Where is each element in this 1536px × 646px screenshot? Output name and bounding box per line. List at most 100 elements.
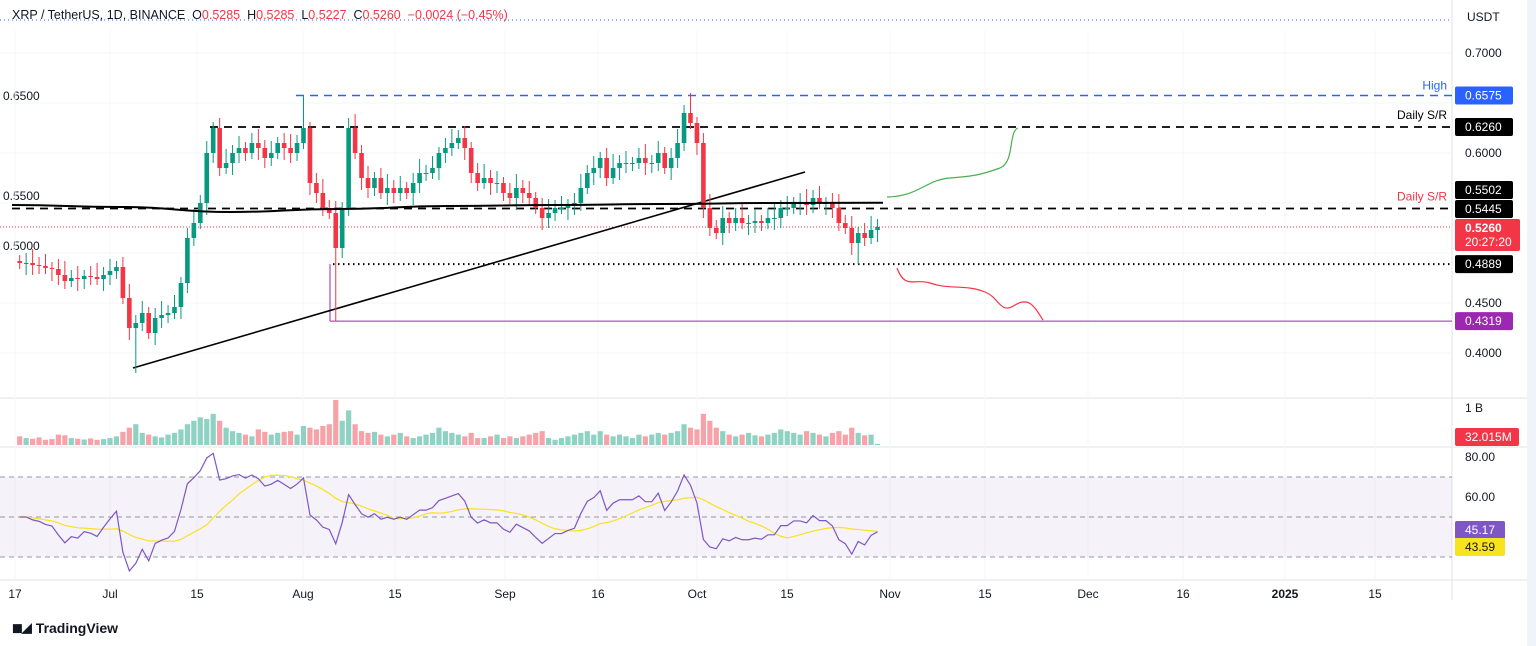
candle-body[interactable] xyxy=(662,153,667,168)
candle-body[interactable] xyxy=(281,143,287,148)
candle-body[interactable] xyxy=(520,188,526,193)
candle-body[interactable] xyxy=(294,143,300,153)
candle-body[interactable] xyxy=(817,198,822,203)
candle-body[interactable] xyxy=(591,168,597,173)
tradingview-logo[interactable]: ◼◢ TradingView xyxy=(12,620,118,636)
candle-body[interactable] xyxy=(230,153,235,163)
candle-body[interactable] xyxy=(275,143,280,153)
candle-body[interactable] xyxy=(694,123,700,143)
candle-body[interactable] xyxy=(146,313,151,333)
candle-body[interactable] xyxy=(778,208,784,218)
candle-body[interactable] xyxy=(23,263,29,264)
candle-body[interactable] xyxy=(365,178,371,188)
candle-body[interactable] xyxy=(868,230,874,238)
candle-body[interactable] xyxy=(268,153,274,158)
candle-body[interactable] xyxy=(875,227,880,230)
ma200-line[interactable] xyxy=(11,201,884,214)
candle-body[interactable] xyxy=(210,128,216,153)
candle-body[interactable] xyxy=(320,193,326,208)
candle-body[interactable] xyxy=(243,148,248,153)
currency-label[interactable]: USDT xyxy=(1467,10,1500,24)
candle-body[interactable] xyxy=(759,221,764,223)
candle-body[interactable] xyxy=(152,318,158,333)
candle-body[interactable] xyxy=(701,143,706,208)
candle-body[interactable] xyxy=(417,173,422,183)
candle-body[interactable] xyxy=(404,188,409,193)
candle-body[interactable] xyxy=(185,238,190,283)
candle-body[interactable] xyxy=(75,278,81,279)
candle-body[interactable] xyxy=(552,208,558,213)
candle-body[interactable] xyxy=(198,203,203,223)
candle-body[interactable] xyxy=(94,277,100,279)
candle-body[interactable] xyxy=(733,218,738,223)
candle-body[interactable] xyxy=(739,218,745,223)
candle-body[interactable] xyxy=(746,223,751,224)
candle-body[interactable] xyxy=(333,213,339,248)
candle-body[interactable] xyxy=(307,128,313,183)
candle-body[interactable] xyxy=(410,183,416,193)
candle-body[interactable] xyxy=(101,275,106,279)
candle-body[interactable] xyxy=(617,163,622,168)
candle-body[interactable] xyxy=(172,307,177,313)
candle-body[interactable] xyxy=(17,261,22,263)
candle-body[interactable] xyxy=(423,173,429,174)
candle-body[interactable] xyxy=(804,203,809,205)
candle-body[interactable] xyxy=(139,313,145,323)
candle-body[interactable] xyxy=(236,148,242,153)
candle-body[interactable] xyxy=(578,188,584,203)
candle-body[interactable] xyxy=(849,228,855,243)
symbol-name[interactable]: XRP / TetherUS, 1D, BINANCE xyxy=(12,8,186,22)
candle-body[interactable] xyxy=(56,269,61,275)
candle-body[interactable] xyxy=(481,178,487,183)
candle-body[interactable] xyxy=(752,221,758,223)
candle-body[interactable] xyxy=(475,173,480,183)
candle-body[interactable] xyxy=(791,203,796,208)
candle-body[interactable] xyxy=(507,193,513,198)
candle-body[interactable] xyxy=(623,163,629,164)
candle-body[interactable] xyxy=(784,208,790,209)
candle-body[interactable] xyxy=(327,208,332,213)
candle-body[interactable] xyxy=(494,183,500,184)
candle-body[interactable] xyxy=(488,178,493,183)
candle-body[interactable] xyxy=(462,138,468,148)
candle-body[interactable] xyxy=(526,193,532,198)
candle-body[interactable] xyxy=(714,228,719,233)
candle-body[interactable] xyxy=(443,148,448,153)
candle-body[interactable] xyxy=(514,188,519,198)
candle-body[interactable] xyxy=(468,148,474,173)
candle-body[interactable] xyxy=(81,276,87,279)
candle-body[interactable] xyxy=(862,233,867,238)
candle-body[interactable] xyxy=(30,263,35,265)
candle-body[interactable] xyxy=(36,265,42,266)
candle-body[interactable] xyxy=(630,163,635,164)
candle-body[interactable] xyxy=(223,163,229,168)
candle-body[interactable] xyxy=(533,198,538,208)
candle-body[interactable] xyxy=(165,313,171,315)
candle-body[interactable] xyxy=(681,113,687,143)
candle-body[interactable] xyxy=(668,158,674,168)
candle-body[interactable] xyxy=(636,158,642,163)
candle-body[interactable] xyxy=(114,267,119,271)
candle-body[interactable] xyxy=(385,188,390,193)
candle-body[interactable] xyxy=(436,153,442,168)
candle-body[interactable] xyxy=(610,168,616,178)
candle-body[interactable] xyxy=(720,218,726,233)
candle-body[interactable] xyxy=(191,223,197,238)
candle-body[interactable] xyxy=(346,128,351,208)
candle-body[interactable] xyxy=(204,153,210,203)
candle-body[interactable] xyxy=(314,183,319,193)
candle-body[interactable] xyxy=(604,158,609,178)
candle-body[interactable] xyxy=(88,276,93,277)
candle-body[interactable] xyxy=(62,275,68,281)
candle-body[interactable] xyxy=(43,266,48,268)
candle-body[interactable] xyxy=(217,128,222,168)
candle-body[interactable] xyxy=(707,208,713,228)
candle-body[interactable] xyxy=(643,158,648,163)
candle-body[interactable] xyxy=(120,267,126,298)
candle-body[interactable] xyxy=(288,148,293,153)
candle-body[interactable] xyxy=(597,158,603,168)
candle-body[interactable] xyxy=(397,188,403,193)
candle-body[interactable] xyxy=(501,183,506,193)
candle-body[interactable] xyxy=(565,205,571,208)
